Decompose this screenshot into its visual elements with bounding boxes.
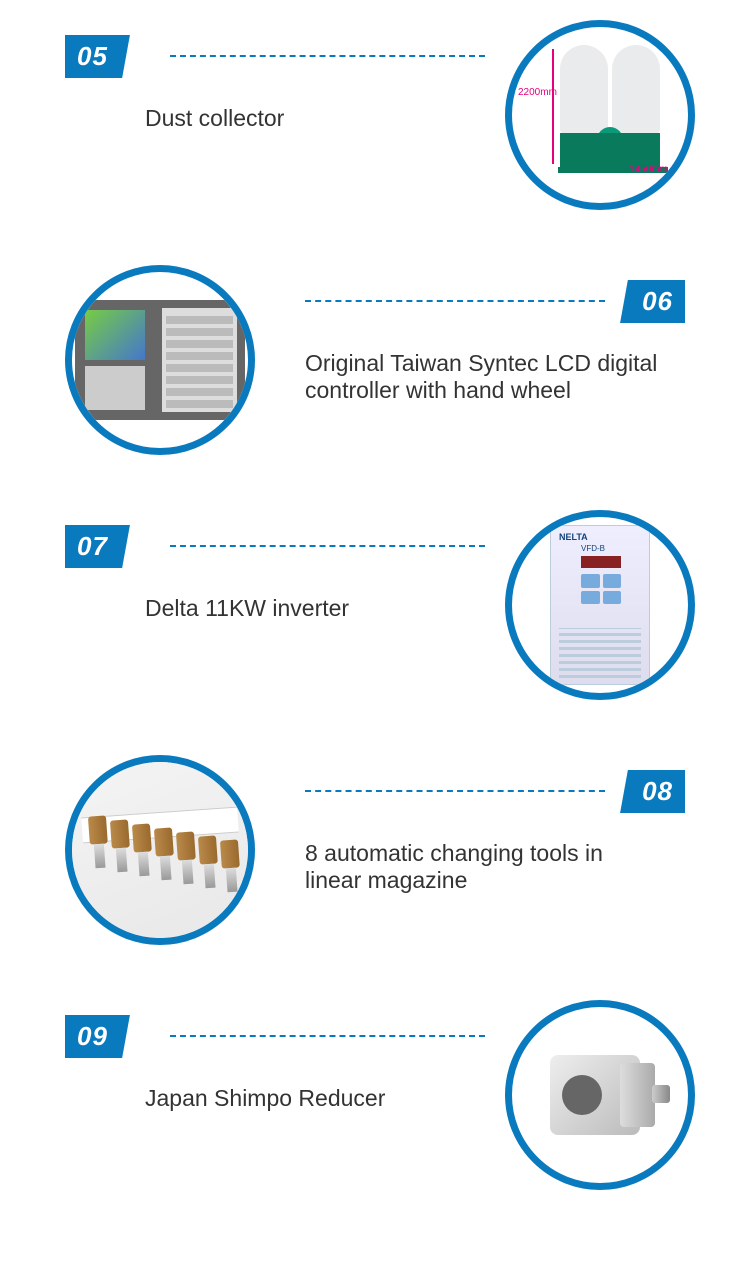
feature-label: Original Taiwan Syntec LCD digital contr… <box>305 350 660 404</box>
number-badge: 05 <box>65 35 130 78</box>
width-dimension: 1450mm <box>629 164 668 175</box>
height-dimension: 2200mm <box>518 87 557 98</box>
inverter-model: VFD-B <box>581 544 605 553</box>
divider <box>305 790 605 792</box>
divider <box>170 55 485 57</box>
feature-item-09: 09 Japan Shimpo Reducer <box>0 1000 750 1190</box>
divider <box>170 545 485 547</box>
feature-item-06: 06 Original Taiwan Syntec LCD digital co… <box>0 265 750 455</box>
product-image-tools <box>65 755 255 945</box>
number-badge: 06 <box>620 280 685 323</box>
number-badge: 08 <box>620 770 685 813</box>
inverter-brand: NELTA <box>559 532 588 542</box>
product-image-controller <box>65 265 255 455</box>
feature-item-07: 07 NELTA VFD-B Delta 11KW inverter <box>0 510 750 700</box>
feature-label: Delta 11KW inverter <box>145 595 460 622</box>
feature-label: 8 automatic changing tools in linear mag… <box>305 840 660 894</box>
feature-item-08: 08 8 automatic changing tools in linear … <box>0 755 750 945</box>
feature-item-05: 05 2200mm 1450mm Dust collector <box>0 20 750 210</box>
feature-label: Dust collector <box>145 105 460 132</box>
reducer-illustration <box>530 1025 670 1165</box>
number-badge: 07 <box>65 525 130 568</box>
product-image-dust-collector: 2200mm 1450mm <box>505 20 695 210</box>
number-badge: 09 <box>65 1015 130 1058</box>
controller-illustration <box>75 300 245 420</box>
tools-illustration <box>72 762 248 938</box>
inverter-illustration: NELTA VFD-B <box>550 525 650 685</box>
divider <box>305 300 605 302</box>
dust-collector-illustration: 2200mm 1450mm <box>512 27 688 203</box>
product-image-inverter: NELTA VFD-B <box>505 510 695 700</box>
feature-label: Japan Shimpo Reducer <box>145 1085 460 1112</box>
divider <box>170 1035 485 1037</box>
product-image-reducer <box>505 1000 695 1190</box>
